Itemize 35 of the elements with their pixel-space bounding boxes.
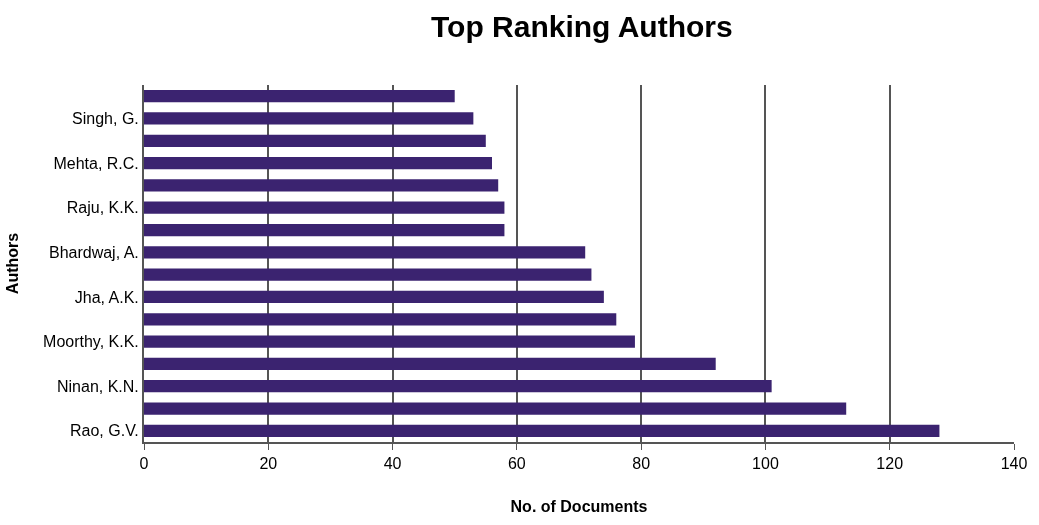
bar [144,313,617,326]
x-tick-label: 40 [383,455,402,473]
bar [144,134,486,147]
y-tick-label: Raju, K.K. [66,199,139,217]
y-tick-label: Bhardwaj, A. [48,243,139,261]
x-axis-title: No. of Documents [510,498,648,516]
y-axis-title: Authors [4,232,22,295]
bar [144,424,940,437]
bar [144,335,635,348]
bar [144,402,847,415]
x-tick-label: 80 [632,455,651,473]
bar [144,246,586,259]
x-tick-label: 140 [1000,455,1028,473]
x-tick-label: 100 [752,455,779,473]
y-tick-label: Mehta, R.C. [53,154,139,172]
chart-title: Top Ranking Authors [431,9,733,43]
bar [144,357,716,371]
bar [144,290,604,304]
bar [144,268,592,281]
y-tick-label: Rao, G.V. [70,422,139,440]
bar [144,201,505,214]
bar [144,112,474,125]
y-tick-label: Moorthy, K.K. [43,333,139,351]
x-tick-label: 0 [139,455,149,473]
y-tick-label: Singh, G. [72,110,139,128]
y-tick-label: Ninan, K.N. [56,377,139,395]
x-tick-label: 20 [259,455,278,473]
bar [144,156,492,170]
x-tick-label: 60 [507,455,526,473]
x-tick-label: 120 [876,455,904,473]
bar [144,380,772,393]
bar [144,90,455,103]
bar [144,179,499,192]
y-tick-label: Jha, A.K. [74,288,139,306]
bar [144,223,505,237]
